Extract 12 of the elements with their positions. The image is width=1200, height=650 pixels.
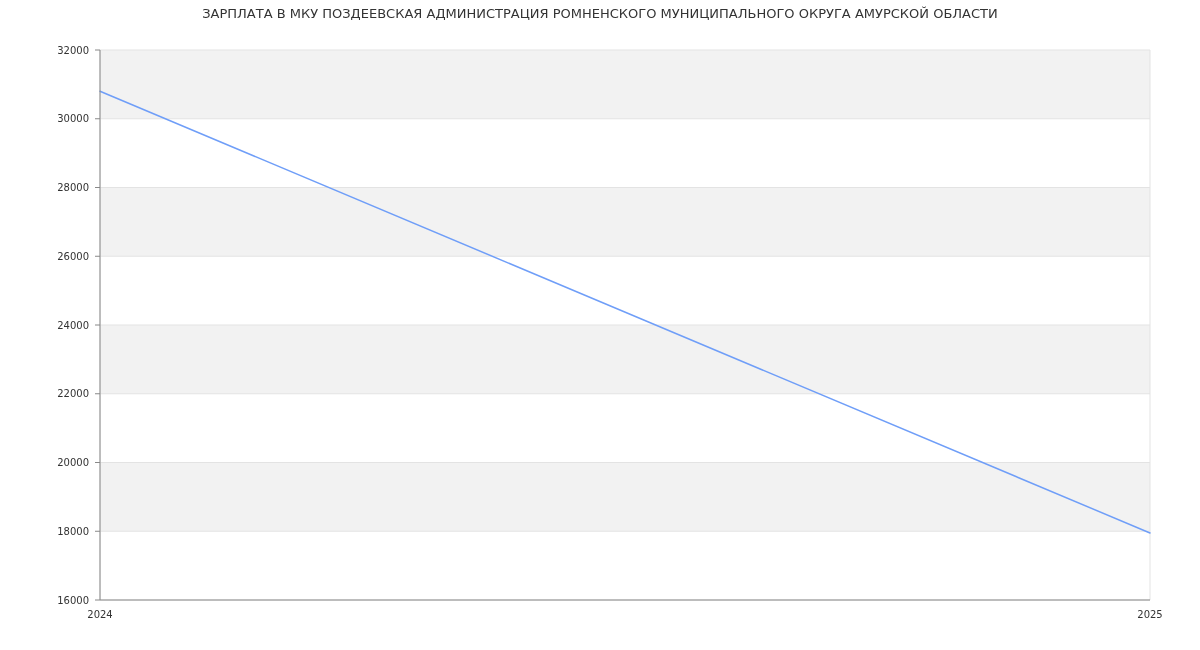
y-tick-label: 20000 — [57, 457, 89, 468]
y-tick-label: 18000 — [57, 525, 89, 537]
x-tick-label: 2024 — [87, 609, 113, 620]
y-tick-label: 32000 — [57, 44, 89, 56]
y-tick-label: 22000 — [57, 388, 89, 400]
y-tick-label: 24000 — [57, 319, 89, 331]
y-tick-label: 26000 — [57, 250, 89, 262]
y-tick-label: 16000 — [57, 594, 89, 606]
x-tick-label: 2025 — [1137, 609, 1163, 620]
chart-title: ЗАРПЛАТА В МКУ ПОЗДЕЕВСКАЯ АДМИНИСТРАЦИЯ РОМНЕНСКОГО МУНИЦИПАЛЬНОГО ОКРУГА АМУРСКОЙ ОБЛАСТИ — [202, 6, 998, 21]
y-tick-label: 28000 — [57, 182, 89, 193]
y-tick-label: 30000 — [57, 113, 89, 125]
